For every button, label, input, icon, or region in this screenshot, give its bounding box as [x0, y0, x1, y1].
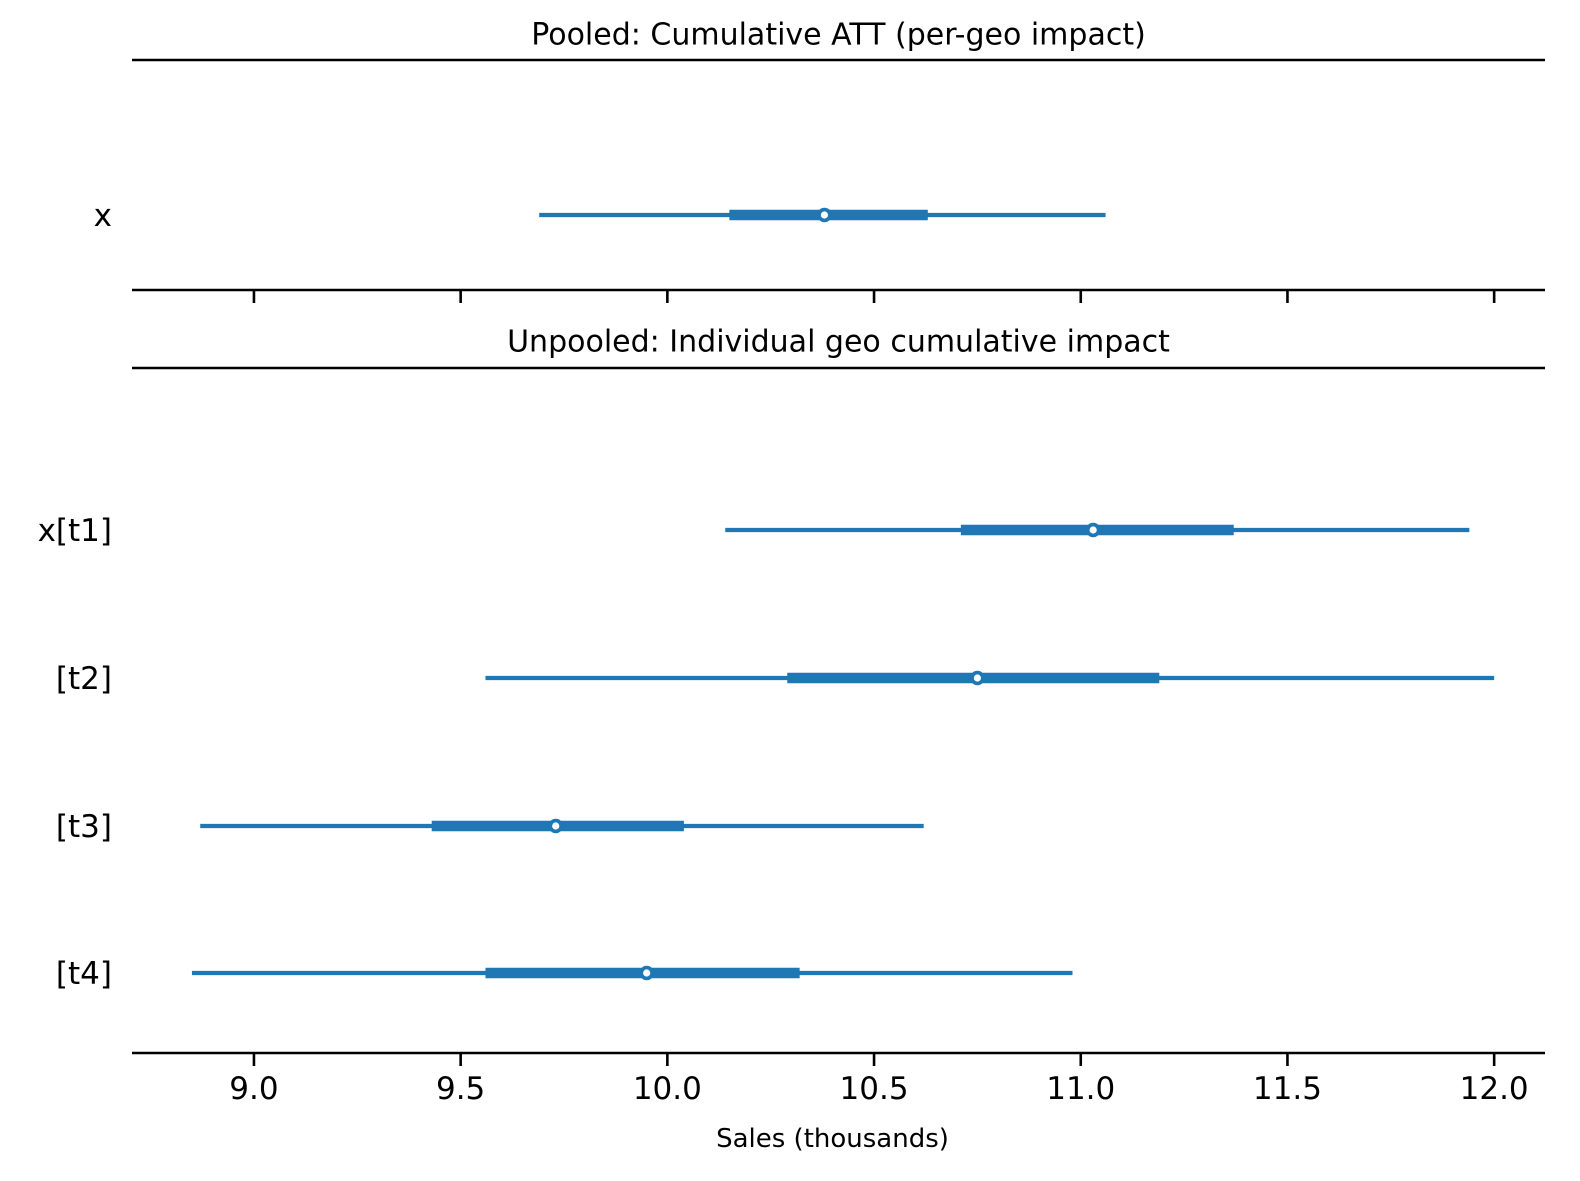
median-marker — [548, 818, 563, 834]
x-tick-label: 11.0 — [1046, 1071, 1115, 1107]
panel-title: Pooled: Cumulative ATT (per-geo impact) — [531, 18, 1146, 53]
x-tick-label: 9.5 — [436, 1071, 485, 1107]
x-tick-label: 11.5 — [1253, 1071, 1322, 1107]
x-tick-label: 12.0 — [1460, 1071, 1529, 1107]
median-marker — [1085, 522, 1101, 538]
row-label: [t2] — [56, 661, 112, 697]
panel-title: Unpooled: Individual geo cumulative impa… — [507, 325, 1170, 360]
x-tick-label: 9.0 — [229, 1071, 278, 1107]
row-label: x — [94, 198, 112, 234]
x-axis-label: Sales (thousands) — [716, 1124, 949, 1154]
median-marker — [970, 670, 985, 686]
x-tick-label: 10.0 — [633, 1071, 702, 1107]
row-label: [t4] — [56, 956, 112, 992]
row-label: x[t1] — [38, 513, 112, 549]
x-tick-label: 10.5 — [840, 1071, 909, 1107]
row-label: [t3] — [56, 809, 112, 845]
median-marker — [817, 207, 832, 223]
median-marker — [639, 965, 654, 981]
